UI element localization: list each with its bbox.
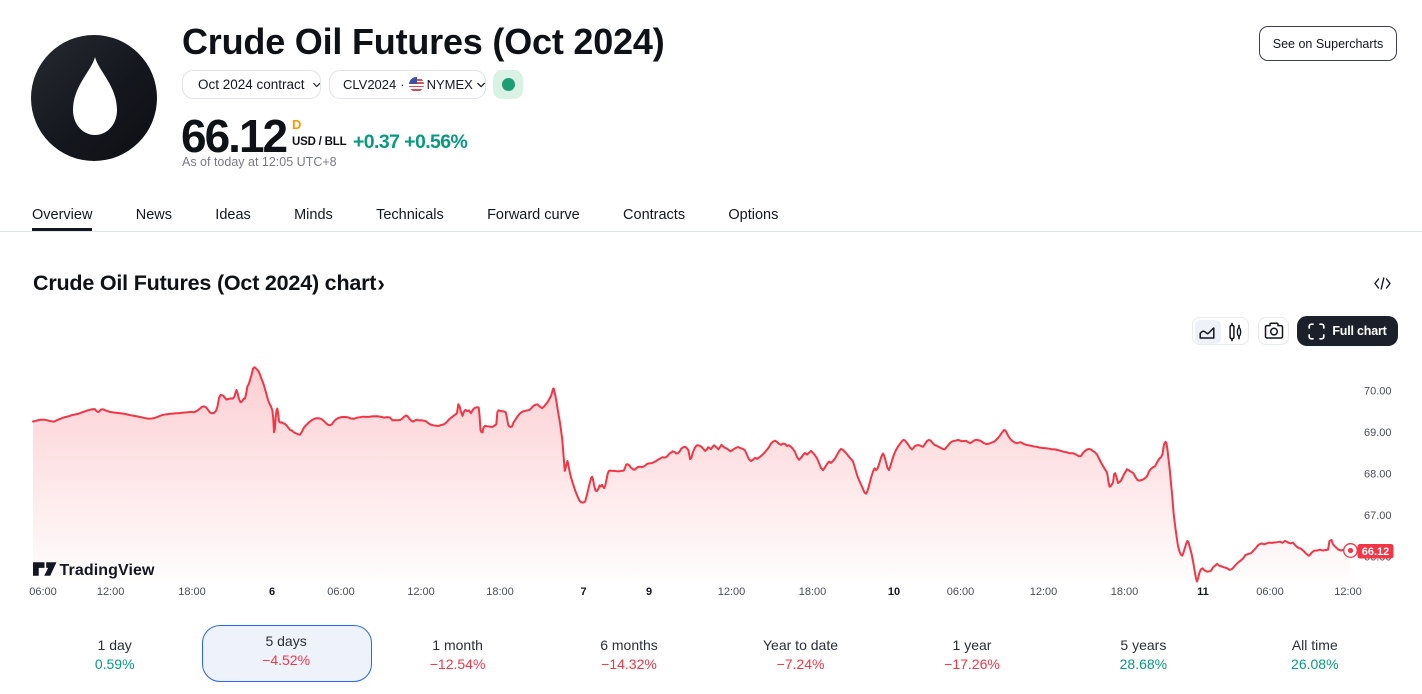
svg-text:12:00: 12:00: [718, 586, 746, 598]
svg-text:66.12: 66.12: [1362, 546, 1390, 558]
svg-text:18:00: 18:00: [178, 586, 206, 598]
svg-text:10: 10: [888, 586, 900, 598]
svg-text:18:00: 18:00: [1111, 586, 1139, 598]
svg-text:TradingView: TradingView: [60, 562, 156, 579]
svg-text:18:00: 18:00: [486, 586, 514, 598]
svg-text:06:00: 06:00: [1256, 586, 1284, 598]
svg-text:06:00: 06:00: [327, 586, 355, 598]
svg-text:12:00: 12:00: [97, 586, 125, 598]
svg-text:70.00: 70.00: [1364, 385, 1392, 397]
svg-text:12:00: 12:00: [1030, 586, 1058, 598]
svg-text:06:00: 06:00: [947, 586, 975, 598]
svg-text:11: 11: [1197, 586, 1209, 598]
svg-text:18:00: 18:00: [799, 586, 827, 598]
svg-text:7: 7: [580, 586, 586, 598]
svg-text:67.00: 67.00: [1364, 510, 1392, 522]
svg-text:06:00: 06:00: [29, 586, 57, 598]
svg-text:6: 6: [269, 586, 275, 598]
svg-text:12:00: 12:00: [1334, 586, 1362, 598]
svg-text:12:00: 12:00: [407, 586, 435, 598]
svg-text:9: 9: [646, 586, 652, 598]
svg-text:69.00: 69.00: [1364, 427, 1392, 439]
svg-text:68.00: 68.00: [1364, 468, 1392, 480]
